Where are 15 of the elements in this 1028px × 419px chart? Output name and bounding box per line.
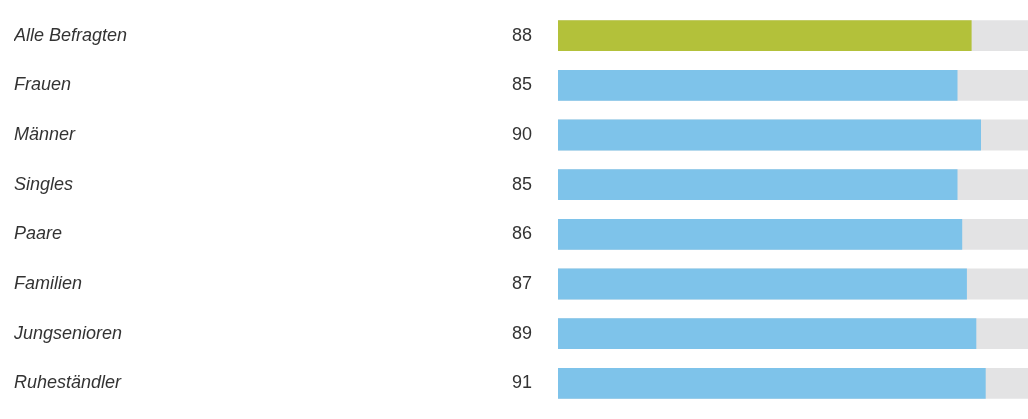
- data-label: 89: [511, 322, 532, 343]
- y-tick-label: Männer: [14, 123, 77, 144]
- data-label: 91: [511, 372, 532, 393]
- y-tick-label: Frauen: [14, 74, 72, 95]
- data-label: 88: [511, 24, 532, 45]
- data-label: 85: [511, 173, 532, 194]
- data-label: 86: [511, 223, 532, 244]
- y-tick-label: Paare: [14, 223, 63, 244]
- y-tick-label: Singles: [14, 173, 74, 194]
- y-tick-label: Jungsenioren: [13, 322, 123, 343]
- data-label: 90: [511, 123, 532, 144]
- data-label: 85: [511, 74, 532, 95]
- data-label: 87: [511, 272, 532, 293]
- y-tick-label: Ruheständler: [14, 372, 123, 393]
- y-tick-label: Familien: [14, 273, 83, 294]
